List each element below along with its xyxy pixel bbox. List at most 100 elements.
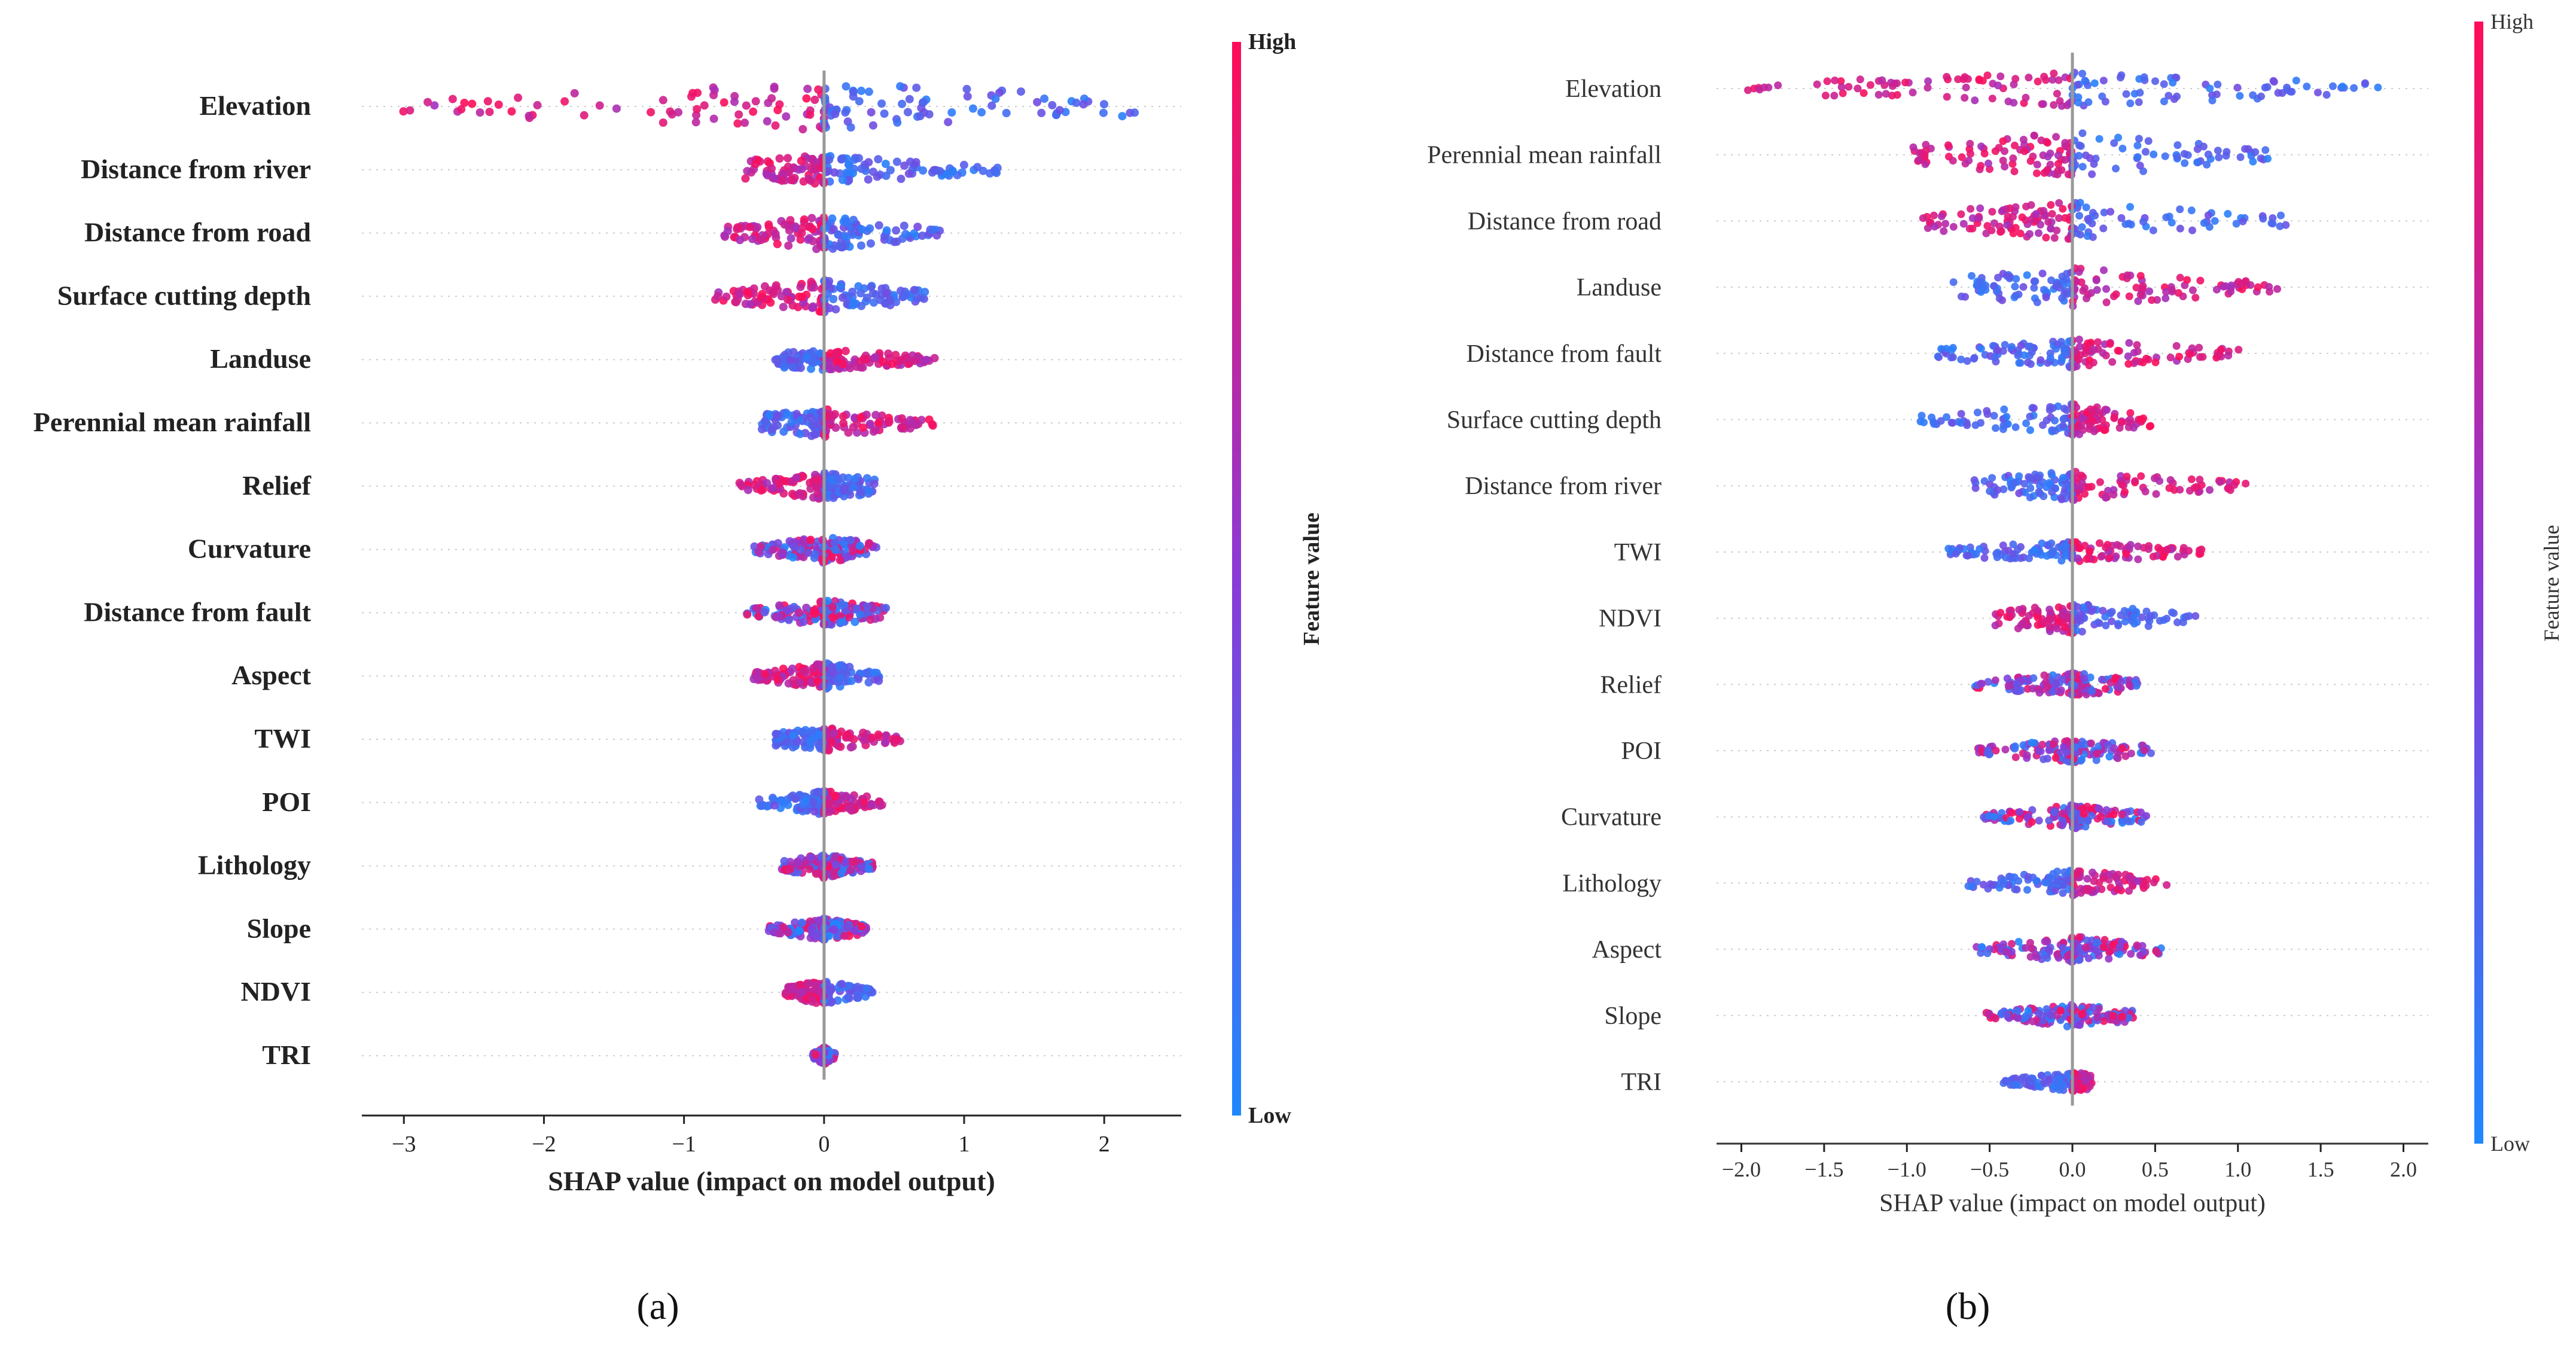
shap-point [806,535,815,544]
shap-point [862,474,871,483]
shap-point [2118,144,2127,153]
shap-point [846,536,855,545]
shap-point [1999,157,2007,164]
shap-point [978,166,987,175]
shap-point [1968,882,1976,891]
shap-point [827,553,836,562]
shap-point [846,364,855,373]
shap-point [2003,674,2011,682]
shap-point [2150,150,2158,159]
shap-point [812,932,821,940]
shap-point [2038,740,2047,749]
shap-point [1979,77,1987,85]
shap-point [864,87,873,96]
shap-point [848,858,857,866]
shap-point [2092,276,2101,285]
feature-label: Aspect [1592,936,1662,964]
shap-point [2084,98,2093,106]
shap-point [2034,77,2042,86]
shap-point [2140,746,2148,754]
shap-point [2053,950,2062,959]
shap-point [2035,229,2042,237]
shap-point [2026,412,2034,420]
shap-point [882,731,891,740]
shap-point [494,100,503,109]
shap-point [771,230,780,238]
shap-point [751,97,760,106]
shap-point [2277,211,2285,220]
shap-point [483,97,492,106]
panel-b-x-axis-label: SHAP value (impact on model output) [1879,1190,2266,1217]
shap-point [2053,877,2061,885]
shap-point [2087,289,2095,297]
shap-point [647,108,656,117]
shap-point [2027,201,2035,209]
shap-point [842,233,851,242]
shap-point [827,738,836,746]
shap-point [734,289,743,298]
shap-point [612,104,621,113]
shap-point [1937,212,1946,221]
shap-point [2020,351,2029,359]
shap-point [1744,86,1752,95]
x-tick-label: −2 [532,1132,556,1157]
shap-point [2109,1011,2117,1020]
shap-point [2108,617,2115,626]
shap-point [2083,886,2092,895]
shap-point [865,487,874,495]
shap-point [859,423,867,432]
shap-point [1999,485,2008,493]
shap-point [2152,947,2160,955]
feature-label: NDVI [1599,605,1662,633]
shap-point [2191,294,2200,302]
shap-point [2011,282,2019,291]
shap-point [2056,97,2064,105]
shap-point [778,176,786,185]
shap-point [2014,351,2022,359]
shap-point [1079,100,1088,109]
shap-point [801,796,810,804]
shap-point [2145,287,2154,295]
shap-point [2028,818,2036,826]
shap-point [868,121,877,130]
shap-point [838,293,847,302]
shap-point [1920,418,1928,426]
shap-point [2038,269,2047,278]
shap-point [842,82,850,91]
shap-point [2037,356,2045,364]
shap-point [2064,670,2072,678]
shap-point [2081,490,2089,498]
shap-point [2144,622,2153,630]
shap-point [2033,298,2041,306]
shap-point [855,97,864,106]
shap-point [1971,484,1980,492]
shap-point [2009,1074,2017,1083]
shap-point [709,91,718,99]
shap-point [2121,220,2130,228]
shap-point [2045,615,2054,623]
shap-point [813,489,822,498]
shap-point [2104,740,2112,749]
shap-point [2011,753,2020,761]
shap-point [796,235,805,244]
shap-point [808,726,817,735]
shap-point [2059,944,2067,952]
shap-point [2062,551,2070,560]
shap-point [533,100,542,109]
shap-point [838,175,847,184]
shap-point [2014,1007,2022,1015]
shap-point [2095,619,2104,627]
shap-point [876,295,885,304]
shap-point [2090,427,2098,435]
shap-point [2270,78,2278,86]
shap-point [2054,76,2063,84]
shap-point [2051,754,2060,762]
shap-point [2034,1082,2042,1090]
shap-point [1917,149,1925,157]
shap-point [809,303,818,312]
shap-point [2016,229,2025,237]
shap-point [2035,1009,2043,1017]
shap-point [1971,421,1980,429]
shap-point [1048,100,1057,109]
shap-point [871,425,880,434]
